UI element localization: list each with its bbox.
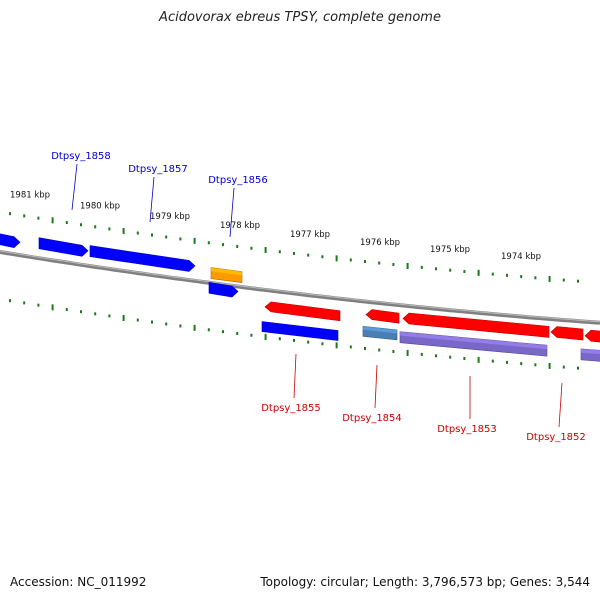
kbp-label: 1981 kbp <box>10 191 50 201</box>
gene-arrow-1856-blue-shine <box>209 282 232 290</box>
gene-label-bottom: Dtpsy_1853 <box>437 424 497 435</box>
gene-label-leader <box>374 364 378 409</box>
gene-arrow-1856-orange-shine <box>211 267 242 276</box>
tick-track-bottom <box>9 299 579 370</box>
gene-label-leader <box>558 382 563 428</box>
kbp-label: 1975 kbp <box>430 245 470 255</box>
gene-arrow-1857 <box>89 245 196 272</box>
gene-arrow-1857-shine <box>90 245 189 265</box>
gene-arrow-1858-shine <box>39 237 82 250</box>
gene-arrow-1855-blue <box>261 321 339 341</box>
gene-arrow-1852-red-b <box>584 329 600 343</box>
gene-arrow-1852-red-shine <box>557 326 583 333</box>
gene-label-leader <box>293 353 297 399</box>
gene-arrow-1854-steel-shine <box>363 326 397 334</box>
gene-label-bottom: Dtpsy_1852 <box>526 432 586 443</box>
gene-label-leader <box>71 163 78 211</box>
kbp-label: 1980 kbp <box>80 202 120 212</box>
gene-arrow-1852-purple <box>580 348 600 362</box>
gene-arrow-1856-orange <box>210 267 243 283</box>
backbone-highlight <box>0 250 600 323</box>
genome-backbone <box>0 250 600 325</box>
kbp-label: 1978 kbp <box>220 221 260 231</box>
gene-label-top: Dtpsy_1857 <box>128 164 188 175</box>
gene-arrow-1854-steel <box>362 325 398 341</box>
gene-arrow-1853-red-shine <box>409 313 549 331</box>
kbp-label: 1979 kbp <box>150 212 190 222</box>
backbone-line <box>0 250 600 325</box>
genome-summary-text: Topology: circular; Length: 3,796,573 bp… <box>260 575 590 589</box>
map-title: Acidovorax ebreus TPSY, complete genome <box>159 10 441 25</box>
gene-arrow-1854-red <box>365 309 400 324</box>
gene-arrow-1855-red-shine <box>271 301 340 315</box>
gene-arrow-1855-blue-shine <box>262 321 338 334</box>
gene-track <box>0 233 600 362</box>
gene-labels: Dtpsy_1858 Dtpsy_1857 Dtpsy_1856 Dtpsy_1855… <box>51 151 586 443</box>
kbp-scale-labels: 1981 kbp 1980 kbp 1979 kbp 1978 kbp 1977 kbp… <box>10 191 541 262</box>
gene-arrow-1853-purple <box>399 331 548 357</box>
gene-arrow-1853-red <box>402 312 550 338</box>
gene-label-top: Dtpsy_1856 <box>208 175 268 186</box>
gene-arrow-1852-red-b-shine <box>591 330 600 335</box>
gene-arrow-1853-purple-shine <box>400 331 547 350</box>
gene-arrow-1854-red-shine <box>372 309 399 317</box>
gene-arrow-1858 <box>38 237 89 257</box>
kbp-label: 1974 kbp <box>501 252 541 262</box>
gene-arrow-1852-purple-shine <box>581 348 600 355</box>
accession-text: Accession: NC_011992 <box>10 575 147 589</box>
tick-track-top <box>9 212 579 283</box>
gene-label-leader <box>149 176 155 223</box>
gene-label-leader <box>229 187 235 238</box>
kbp-label: 1977 kbp <box>290 230 330 240</box>
gene-arrow-1856-blue <box>208 281 239 298</box>
gene-arrow-blue-edge <box>0 233 21 249</box>
gene-label-bottom: Dtpsy_1854 <box>342 413 402 424</box>
kbp-label: 1976 kbp <box>360 238 400 248</box>
gene-arrow-1855-red <box>264 301 341 322</box>
gene-label-top: Dtpsy_1858 <box>51 151 111 162</box>
gene-label-bottom: Dtpsy_1855 <box>261 403 321 414</box>
gene-arrow-blue-edge-shine <box>0 233 14 241</box>
gene-arrow-1852-red <box>550 326 584 341</box>
